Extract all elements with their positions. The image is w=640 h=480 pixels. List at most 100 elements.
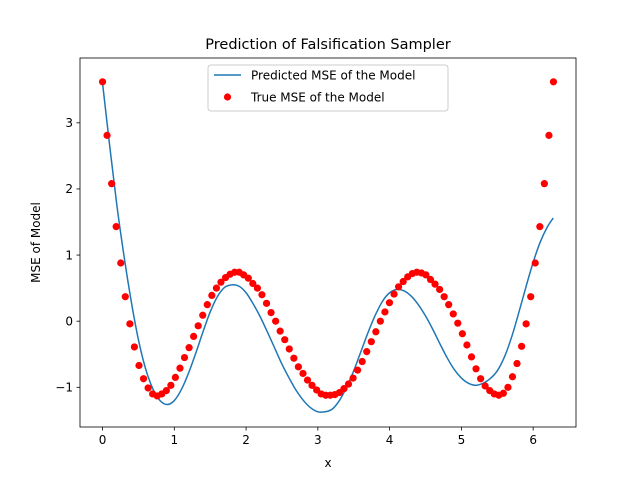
scatter-point-true <box>536 223 544 231</box>
scatter-point-true <box>440 293 448 301</box>
scatter-point-true <box>513 359 521 368</box>
scatter-point-true <box>431 280 439 288</box>
scatter-point-true <box>267 309 275 317</box>
scatter-point-true <box>290 354 298 362</box>
scatter-point-true <box>135 361 143 370</box>
scatter-point-true <box>185 344 193 352</box>
scatter-point-true <box>194 322 202 330</box>
scatter-point-true <box>454 319 462 327</box>
scatter-point-true <box>472 365 480 373</box>
scatter-point-true <box>394 283 403 291</box>
scatter-point-true <box>294 363 302 371</box>
scatter-point-true <box>340 385 348 393</box>
y-tick-label: 2 <box>65 182 73 196</box>
scatter-point-true <box>390 290 398 298</box>
legend-label-true: True MSE of the Model <box>250 91 385 105</box>
scatter-point-true <box>467 353 476 361</box>
scatter-point-true <box>436 285 444 294</box>
scatter-point-true <box>108 180 116 188</box>
y-tick-label: 0 <box>65 314 73 328</box>
scatter-point-true <box>103 131 111 139</box>
scatter-point-true <box>445 301 453 309</box>
legend-frame <box>207 64 449 112</box>
scatter-point-true <box>303 376 312 384</box>
x-tick-label: 1 <box>170 433 178 447</box>
scatter-point-true <box>367 338 375 346</box>
scatter-point-true <box>112 223 120 231</box>
scatter-point-true <box>531 259 539 267</box>
scatter-point-true <box>276 327 284 335</box>
x-axis: 0 1 2 3 4 5 6 <box>99 427 537 447</box>
scatter-point-true <box>545 131 553 139</box>
scatter-point-true <box>176 364 184 372</box>
scatter-point-true <box>253 284 262 292</box>
scatter-point-true <box>212 284 221 292</box>
scatter-point-true <box>180 353 189 362</box>
scatter-point-true <box>244 274 252 282</box>
scatter-point-true <box>549 78 558 86</box>
scatter-point-true <box>308 381 316 389</box>
scatter-point-true <box>349 374 357 382</box>
legend: Predicted MSE of the Model True MSE of t… <box>207 64 449 112</box>
scatter-point-true <box>372 328 380 336</box>
x-tick-label: 3 <box>314 433 322 447</box>
scatter-point-true <box>522 320 530 328</box>
x-tick-label: 4 <box>386 433 394 447</box>
x-tick-label: 6 <box>529 433 537 447</box>
scatter-point-true <box>376 317 384 325</box>
y-axis: −1 0 1 2 3 <box>55 116 80 395</box>
y-tick-label: 1 <box>65 248 73 262</box>
scatter-point-true <box>281 336 289 344</box>
scatter-point-true <box>258 291 266 299</box>
scatter-point-true <box>499 389 507 397</box>
scatter-point-true <box>540 180 548 188</box>
scatter-point-true <box>504 383 512 391</box>
scatter-point-true <box>426 275 435 284</box>
scatter-point-true <box>162 387 170 395</box>
scatter-point-true <box>171 373 179 381</box>
x-axis-label: x <box>324 456 331 470</box>
series-line-predicted <box>101 83 554 413</box>
y-axis-label: MSE of Model <box>29 202 43 283</box>
scatter-point-true <box>217 278 225 286</box>
scatter-point-true <box>449 310 457 318</box>
plot-area <box>98 78 558 413</box>
y-tick-label: 3 <box>65 116 73 130</box>
scatter-point-true <box>518 342 526 350</box>
scatter-point-true <box>399 277 407 286</box>
scatter-point-true <box>167 381 175 389</box>
x-tick-label: 2 <box>242 433 250 447</box>
scatter-point-true <box>126 320 134 328</box>
legend-label-predicted: Predicted MSE of the Model <box>251 69 415 83</box>
scatter-point-true <box>203 301 211 309</box>
scatter-point-true <box>139 375 148 383</box>
scatter-point-true <box>481 382 489 390</box>
scatter-point-true <box>358 357 366 366</box>
scatter-point-true <box>208 291 216 299</box>
scatter-point-true <box>508 373 517 381</box>
scatter-point-true <box>477 375 485 383</box>
x-tick-label: 0 <box>99 433 107 447</box>
scatter-point-true <box>272 317 280 325</box>
x-tick-label: 5 <box>458 433 466 447</box>
scatter-point-true <box>262 299 271 307</box>
scatter-point-true <box>354 366 362 374</box>
scatter-point-true <box>458 330 466 338</box>
plot-frame <box>79 57 577 428</box>
scatter-point-true <box>190 332 198 340</box>
scatter-point-true <box>144 384 152 392</box>
scatter-point-true <box>381 308 389 316</box>
chart-title: Prediction of Falsification Sampler <box>205 37 450 53</box>
scatter-point-true <box>130 343 138 351</box>
y-tick-label: −1 <box>55 381 73 395</box>
scatter-point-true <box>344 380 353 388</box>
scatter-point-true <box>117 259 125 267</box>
scatter-point-true <box>385 299 394 307</box>
scatter-point-true <box>363 348 371 356</box>
scatter-point-true <box>527 293 535 301</box>
scatter-point-true <box>299 369 307 378</box>
scatter-point-true <box>285 345 293 353</box>
legend-swatch-true <box>223 93 232 101</box>
scatter-point-true <box>463 341 471 349</box>
